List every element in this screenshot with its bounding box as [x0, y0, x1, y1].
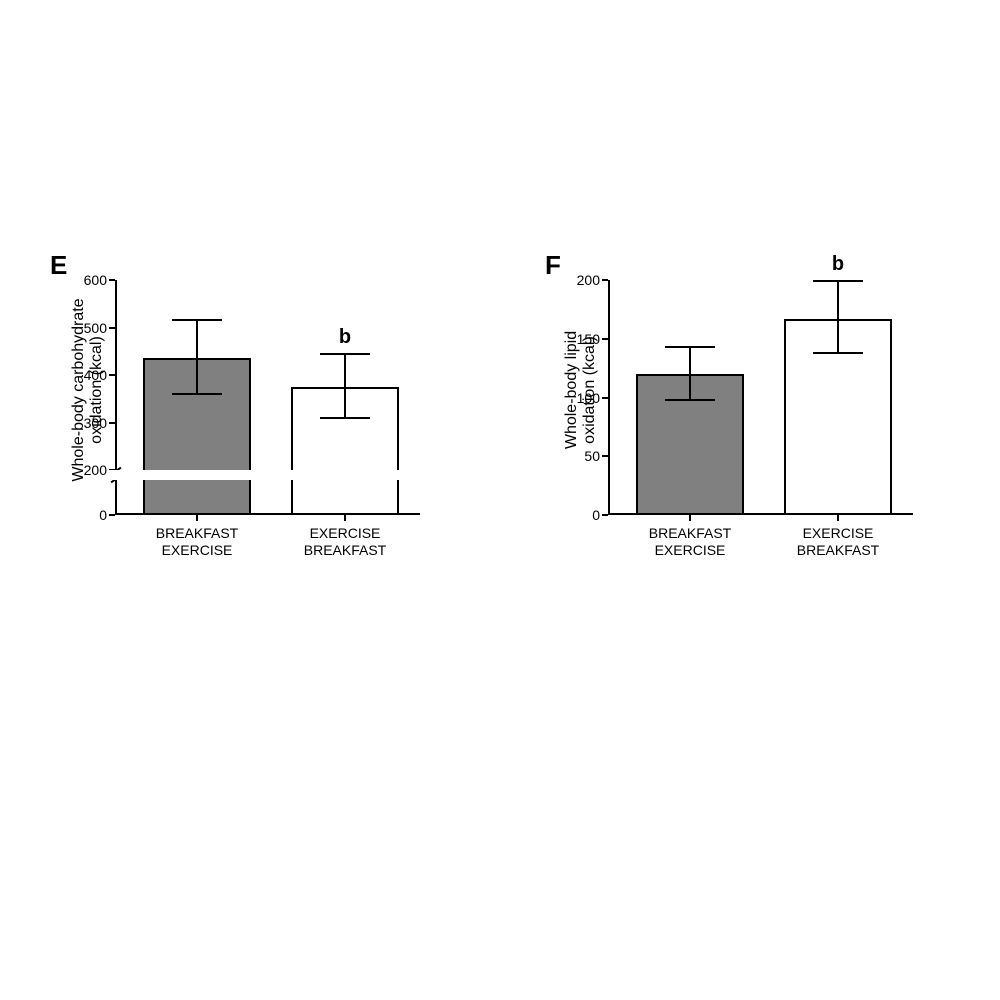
tick	[109, 327, 115, 329]
tick	[344, 515, 346, 521]
panel-f-ylabel-line1: Whole-body lipid	[563, 331, 580, 449]
panel-f-ylabel-line2: oxidation (kcal)	[581, 336, 598, 444]
panel-f-plot: 050100150200BREAKFASTEXERCISEbEXERCISEBR…	[608, 280, 913, 515]
error-bar	[172, 319, 222, 321]
tick	[602, 455, 608, 457]
tick-label: 0	[568, 507, 600, 523]
tick	[109, 279, 115, 281]
tick-label: 200	[568, 272, 600, 288]
figure-canvas: E 0200300400500600BREAKFASTEXERCISEbEXER…	[0, 0, 1000, 1000]
significance-label: b	[823, 253, 853, 276]
error-bar	[320, 417, 370, 419]
tick-label: 0	[75, 507, 107, 523]
tick	[196, 515, 198, 521]
axis-line	[115, 480, 117, 515]
panel-e-plot: 0200300400500600BREAKFASTEXERCISEbEXERCI…	[115, 280, 420, 515]
error-bar	[172, 393, 222, 395]
error-bar	[813, 352, 863, 354]
tick	[109, 514, 115, 516]
tick	[109, 374, 115, 376]
significance-label: b	[330, 326, 360, 349]
axis-break-mask	[107, 470, 420, 480]
error-bar	[837, 281, 839, 353]
axis-line	[115, 280, 117, 470]
panel-e-label: E	[50, 250, 67, 281]
tick	[689, 515, 691, 521]
error-bar	[813, 280, 863, 282]
x-category-label: EXERCISEBREAKFAST	[774, 525, 902, 559]
tick	[837, 515, 839, 521]
tick	[602, 338, 608, 340]
tick	[602, 279, 608, 281]
error-bar	[689, 347, 691, 400]
error-bar	[320, 353, 370, 355]
tick	[602, 397, 608, 399]
error-bar	[665, 399, 715, 401]
axis-line	[608, 280, 610, 515]
error-bar	[665, 346, 715, 348]
x-category-label: BREAKFASTEXERCISE	[133, 525, 261, 559]
panel-e-ylabel-line1: Whole-body carbohydrate	[70, 298, 87, 481]
panel-f-label: F	[545, 250, 561, 281]
error-bar	[344, 354, 346, 418]
tick	[109, 422, 115, 424]
x-category-label: BREAKFASTEXERCISE	[626, 525, 754, 559]
panel-e-ylabel-line2: oxidation (kcal)	[88, 336, 105, 444]
error-bar	[196, 320, 198, 394]
x-category-label: EXERCISEBREAKFAST	[281, 525, 409, 559]
panel-f-ylabel: Whole-body lipid oxidation (kcal)	[563, 290, 599, 490]
tick	[602, 514, 608, 516]
panel-e-ylabel: Whole-body carbohydrate oxidation (kcal)	[70, 280, 106, 500]
